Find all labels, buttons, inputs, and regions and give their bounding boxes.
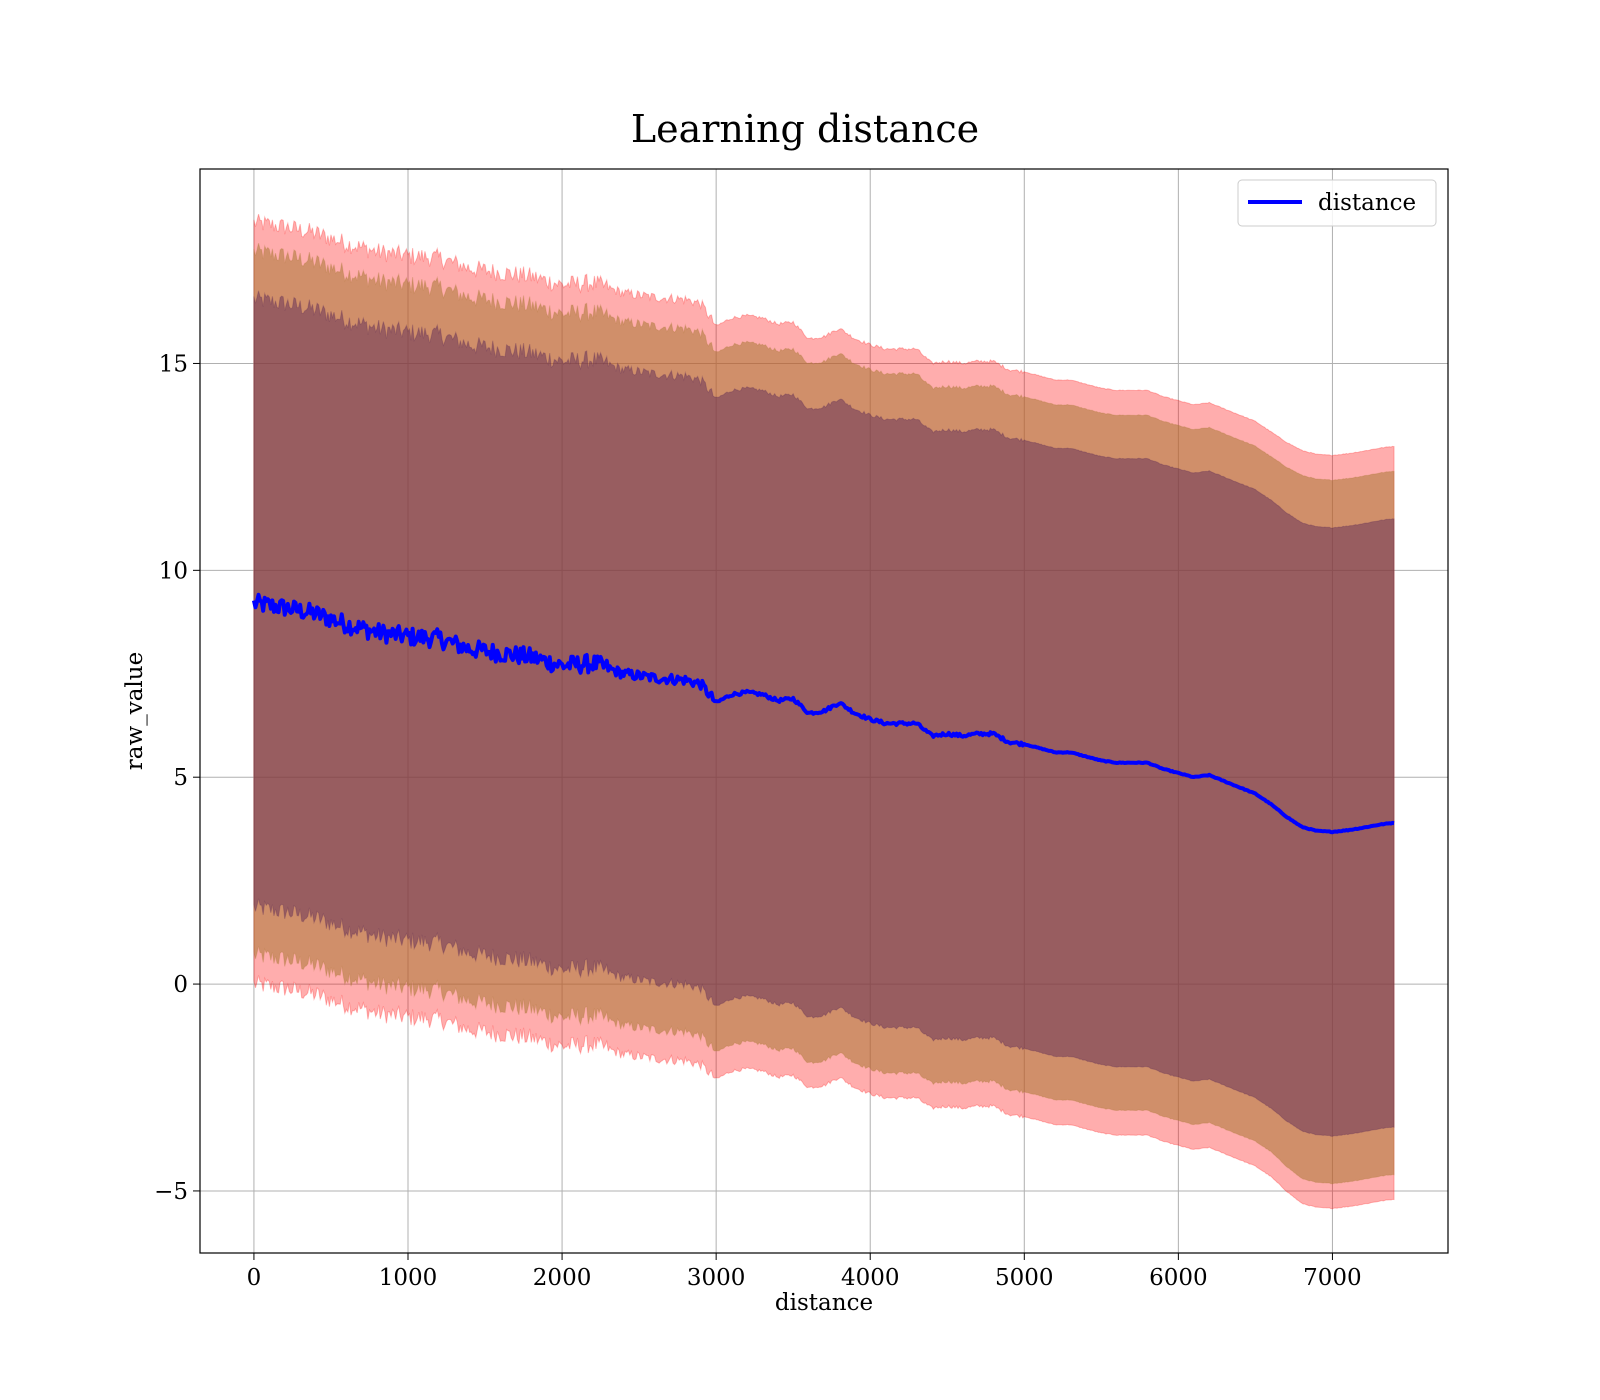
y-axis-label: raw_value bbox=[122, 652, 148, 770]
line-layer bbox=[251, 592, 1395, 835]
y-tick-label: 5 bbox=[173, 765, 188, 791]
x-tick-label: 5000 bbox=[995, 1265, 1054, 1291]
legend: distance bbox=[1237, 179, 1437, 227]
x-tick-label: 2000 bbox=[533, 1265, 592, 1291]
x-tick-label: 1000 bbox=[379, 1265, 438, 1291]
x-tick-label: 0 bbox=[247, 1265, 262, 1291]
x-tick-label: 6000 bbox=[1149, 1265, 1208, 1291]
legend-box bbox=[1237, 179, 1437, 227]
band-inner bbox=[253, 290, 1395, 1137]
x-tick-label: 4000 bbox=[841, 1265, 900, 1291]
chart-title: Learning distance bbox=[631, 107, 979, 151]
y-tick-label: 0 bbox=[173, 972, 188, 998]
legend-label: distance bbox=[1318, 190, 1416, 216]
x-axis-label: distance bbox=[775, 1290, 873, 1316]
x-tick-label: 3000 bbox=[687, 1265, 746, 1291]
ticks: 0 1000 2000 3000 4000 5000 6000 7000 −5 0 5 10 15 bbox=[154, 351, 1362, 1291]
plot-frame bbox=[199, 168, 1449, 1254]
y-tick-label: 15 bbox=[159, 351, 188, 377]
y-tick-label: 10 bbox=[159, 558, 188, 584]
band-middle bbox=[253, 243, 1395, 1185]
series-line-distance bbox=[251, 592, 1395, 835]
x-tick-label: 7000 bbox=[1303, 1265, 1362, 1291]
y-tick-label: −5 bbox=[154, 1179, 188, 1205]
